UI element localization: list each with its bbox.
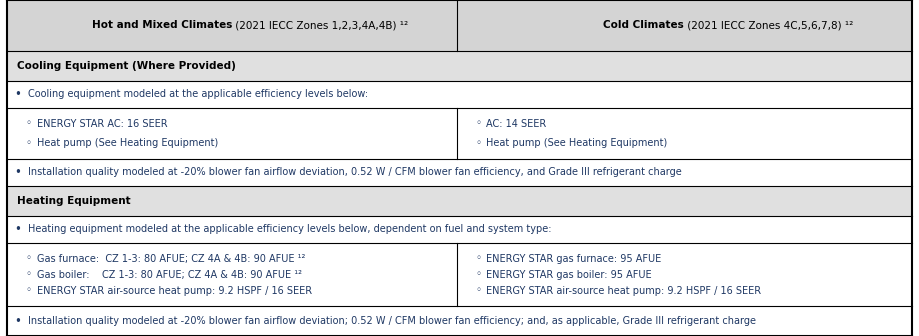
Text: ◦: ◦: [26, 254, 32, 264]
Text: ENERGY STAR gas furnace: 95 AFUE: ENERGY STAR gas furnace: 95 AFUE: [486, 254, 662, 264]
Bar: [7, 306, 912, 336]
Text: Heat pump (See Heating Equipment): Heat pump (See Heating Equipment): [37, 138, 218, 148]
Text: ◦: ◦: [475, 138, 482, 148]
Text: •: •: [15, 166, 21, 179]
Bar: [7, 81, 912, 108]
Text: ENERGY STAR air-source heat pump: 9.2 HSPF / 16 SEER: ENERGY STAR air-source heat pump: 9.2 HS…: [37, 286, 312, 296]
Bar: [7, 51, 912, 81]
Text: ◦: ◦: [26, 119, 32, 129]
Text: •: •: [15, 223, 21, 236]
Text: ENERGY STAR air-source heat pump: 9.2 HSPF / 16 SEER: ENERGY STAR air-source heat pump: 9.2 HS…: [486, 286, 761, 296]
Text: ◦: ◦: [26, 269, 32, 280]
Text: Hot and Mixed Climates: Hot and Mixed Climates: [92, 20, 232, 30]
Text: Cold Climates: Cold Climates: [604, 20, 684, 30]
Text: ◦: ◦: [26, 138, 32, 148]
Text: ◦: ◦: [475, 254, 482, 264]
Text: Heating equipment modeled at the applicable efficiency levels below, dependent o: Heating equipment modeled at the applica…: [28, 224, 551, 235]
Bar: [457, 243, 912, 306]
Bar: [7, 159, 912, 186]
Text: (2021 IECC Zones 4C,5,6,7,8) ¹²: (2021 IECC Zones 4C,5,6,7,8) ¹²: [684, 20, 854, 30]
Text: (2021 IECC Zones 1,2,3,4A,4B) ¹²: (2021 IECC Zones 1,2,3,4A,4B) ¹²: [232, 20, 408, 30]
Bar: [457, 0, 912, 51]
Text: ◦: ◦: [475, 119, 482, 129]
Text: Heat pump (See Heating Equipment): Heat pump (See Heating Equipment): [486, 138, 667, 148]
Text: ENERGY STAR AC: 16 SEER: ENERGY STAR AC: 16 SEER: [37, 119, 167, 129]
Bar: [7, 0, 457, 51]
Text: ◦: ◦: [26, 286, 32, 296]
Text: •: •: [15, 88, 21, 101]
Text: ◦: ◦: [475, 269, 482, 280]
Text: Cooling equipment modeled at the applicable efficiency levels below:: Cooling equipment modeled at the applica…: [28, 89, 368, 99]
Text: ◦: ◦: [475, 286, 482, 296]
Text: Cooling Equipment (Where Provided): Cooling Equipment (Where Provided): [17, 60, 235, 71]
Text: Gas boiler:    CZ 1-3: 80 AFUE; CZ 4A & 4B: 90 AFUE ¹²: Gas boiler: CZ 1-3: 80 AFUE; CZ 4A & 4B:…: [37, 269, 301, 280]
Bar: [7, 216, 912, 243]
Text: Installation quality modeled at -20% blower fan airflow deviation; 0.52 W / CFM : Installation quality modeled at -20% blo…: [28, 316, 755, 326]
Text: Gas furnace:  CZ 1-3: 80 AFUE; CZ 4A & 4B: 90 AFUE ¹²: Gas furnace: CZ 1-3: 80 AFUE; CZ 4A & 4B…: [37, 254, 305, 264]
Bar: [457, 108, 912, 159]
Text: Heating Equipment: Heating Equipment: [17, 196, 130, 206]
Text: Installation quality modeled at -20% blower fan airflow deviation, 0.52 W / CFM : Installation quality modeled at -20% blo…: [28, 167, 681, 177]
Bar: [7, 243, 457, 306]
Text: •: •: [15, 314, 21, 328]
Text: ENERGY STAR gas boiler: 95 AFUE: ENERGY STAR gas boiler: 95 AFUE: [486, 269, 652, 280]
Bar: [7, 186, 912, 216]
Text: AC: 14 SEER: AC: 14 SEER: [486, 119, 547, 129]
Bar: [7, 108, 457, 159]
